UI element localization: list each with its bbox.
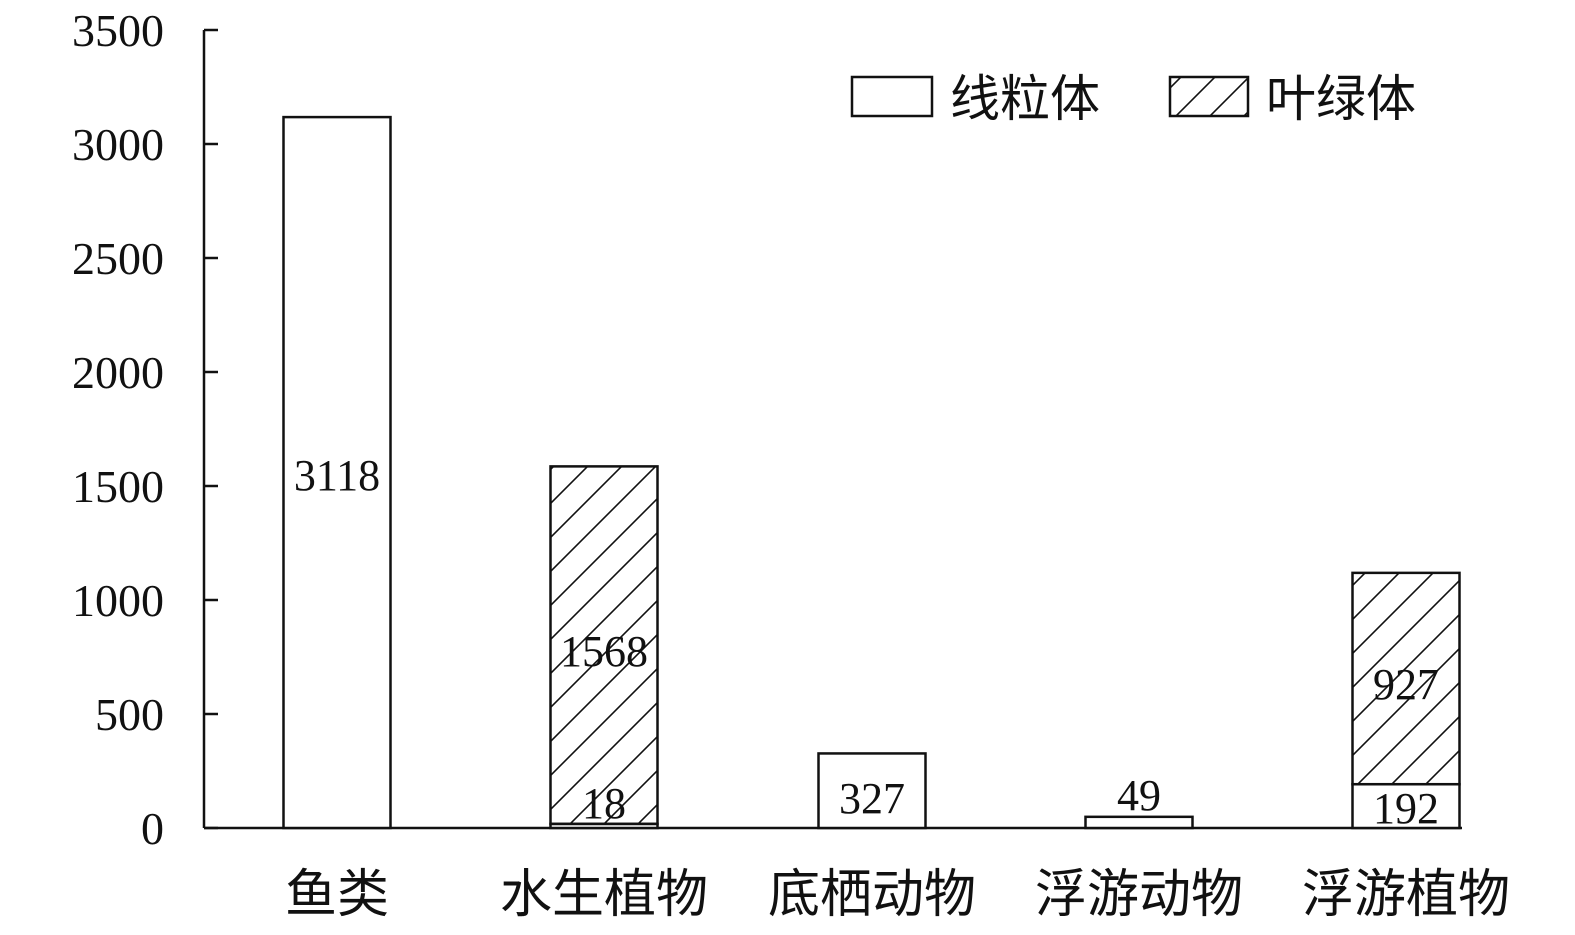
y-tick-label: 0 — [141, 803, 164, 854]
bar-mitochondria — [817, 752, 927, 830]
x-tick-label: 鱼类 — [285, 867, 389, 924]
legend-swatch-chloroplast — [1168, 75, 1250, 118]
y-tick-label: 3000 — [72, 119, 164, 170]
data-label: 1568 — [560, 627, 648, 676]
legend-label: 叶绿体 — [1266, 71, 1416, 127]
x-tick-label: 浮游动物 — [1035, 867, 1243, 924]
y-tick-label: 500 — [95, 689, 164, 740]
data-label: 327 — [839, 774, 905, 823]
y-tick-label: 1000 — [72, 575, 164, 626]
bar-chloroplast — [549, 465, 659, 826]
y-tick-label: 2500 — [72, 233, 164, 284]
bar-mitochondria — [1084, 815, 1194, 830]
x-tick-label: 底栖动物 — [768, 867, 976, 924]
y-tick-label: 3500 — [72, 5, 164, 56]
legend-swatch-mitochondria — [850, 75, 934, 118]
data-label: 927 — [1373, 660, 1439, 709]
y-tick-label: 1500 — [72, 461, 164, 512]
legend-label: 线粒体 — [950, 71, 1100, 127]
y-tick-label: 2000 — [72, 347, 164, 398]
data-label: 49 — [1117, 771, 1161, 820]
bar-chloroplast — [1351, 571, 1461, 786]
data-label: 18 — [582, 779, 626, 828]
data-label: 192 — [1373, 784, 1439, 833]
data-label: 3118 — [294, 451, 380, 500]
x-tick-label: 水生植物 — [500, 867, 708, 924]
bar-mitochondria — [282, 115, 392, 830]
x-tick-label: 浮游植物 — [1302, 867, 1510, 924]
